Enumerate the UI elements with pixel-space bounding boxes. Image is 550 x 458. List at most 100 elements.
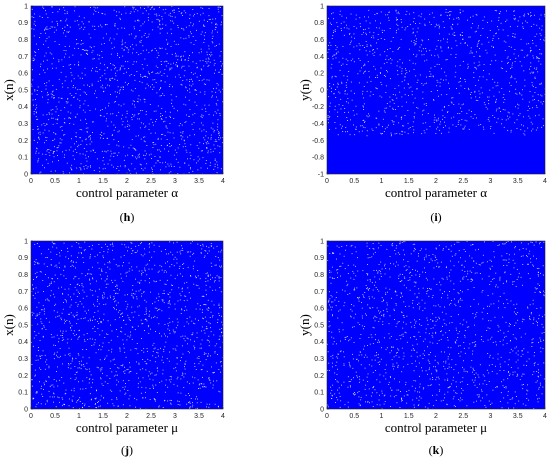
y-tick-label: 1 [24, 238, 28, 245]
y-tick-label: 0.1 [18, 155, 28, 162]
y-tick-label: 0.1 [18, 390, 28, 397]
x-axis-label: control parameter μ [385, 420, 487, 435]
panel-h: 0 0.5 1 1.5 2 2.5 3 3.5 4 0 0.1 0.2 0.3 0.4 0.5 0.6 0.7 0… [1, 3, 225, 224]
y-tick-label: 0.4 [314, 54, 324, 61]
y-tick-label: 0.6 [314, 306, 324, 313]
panel-caption: (k) [429, 443, 444, 457]
x-tick-label: 3 [173, 178, 177, 185]
x-tick-label: 4 [221, 413, 225, 420]
panel-caption: (h) [120, 210, 135, 224]
x-tick-label: 1.5 [98, 178, 108, 185]
y-tick-label: 0.7 [18, 54, 28, 61]
x-tick-label: 3.5 [194, 178, 204, 185]
y-axis-label: y(n) [297, 314, 312, 336]
y-tick-label: 0.4 [314, 339, 324, 346]
scatter-points [31, 6, 223, 174]
x-tick-label: 0.5 [50, 413, 60, 420]
x-tick-label: 1.5 [404, 178, 414, 185]
x-tick-label: 2.5 [458, 413, 468, 420]
x-tick-label: 0.5 [349, 413, 359, 420]
x-tick-label: 0 [325, 413, 329, 420]
x-tick-label: 0 [325, 178, 329, 185]
x-tick-label: 0.5 [50, 178, 60, 185]
x-tick-label: 4 [543, 413, 547, 420]
y-axis-label: x(n) [1, 314, 16, 336]
y-tick-label: -0.8 [312, 155, 324, 162]
point-gaps [31, 241, 224, 410]
x-tick-label: 3 [489, 178, 493, 185]
x-tick-label: 1 [77, 178, 81, 185]
y-tick-label: 0.2 [18, 373, 28, 380]
y-tick-label: 0.5 [18, 87, 28, 94]
x-tick-label: 2 [434, 178, 438, 185]
y-tick-label: 0.8 [314, 272, 324, 279]
y-tick-label: 1 [24, 3, 28, 10]
x-tick-label: 1.5 [404, 413, 414, 420]
x-tick-label: 3 [173, 413, 177, 420]
point-gaps [327, 9, 546, 137]
y-tick-label: -0.6 [312, 138, 324, 145]
y-axis-label: y(n) [297, 79, 312, 101]
y-tick-label: 0.5 [314, 322, 324, 329]
x-tick-label: 2.5 [146, 413, 156, 420]
y-tick-label: 0.9 [314, 255, 324, 262]
y-tick-label: 0.8 [314, 20, 324, 27]
y-tick-label: 0.7 [314, 289, 324, 296]
panel-caption: (j) [121, 443, 133, 457]
x-tick-label: 2 [434, 413, 438, 420]
y-tick-label: -0.2 [312, 104, 324, 111]
x-axis-label: control parameter μ [76, 420, 178, 435]
y-tick-label: 0.1 [314, 390, 324, 397]
y-tick-label: 0.3 [18, 356, 28, 363]
y-tick-label: 0.2 [314, 373, 324, 380]
panel-i: 0 0.5 1 1.5 2 2.5 3 3.5 4 -1 -0.8 -0.6 -0.4 -0.2 0 0.2 0… [297, 3, 547, 224]
panel-k: 0 0.5 1 1.5 2 2.5 3 3.5 4 0 0.1 0.2 0.3 0.4 0.5 0.6 0.7 0… [297, 238, 547, 457]
y-tick-label: 0.9 [18, 255, 28, 262]
y-tick-label: 0 [320, 87, 324, 94]
x-tick-label: 4 [543, 178, 547, 185]
y-tick-label: 0.5 [18, 322, 28, 329]
y-tick-label: 1 [320, 3, 324, 10]
point-gaps [31, 6, 224, 175]
x-tick-label: 1 [77, 413, 81, 420]
x-tick-label: 0 [29, 413, 33, 420]
x-tick-label: 1 [380, 413, 384, 420]
x-tick-label: 2 [125, 178, 129, 185]
x-tick-label: 1.5 [98, 413, 108, 420]
y-tick-label: 0.4 [18, 339, 28, 346]
x-tick-label: 1 [380, 178, 384, 185]
y-tick-label: 0 [24, 406, 28, 413]
panel-caption: (i) [430, 210, 441, 224]
y-tick-label: 0.6 [18, 71, 28, 78]
y-tick-label: -1 [318, 171, 324, 178]
y-tick-label: 0.6 [314, 37, 324, 44]
x-axis-label: control parameter α [385, 185, 487, 200]
x-tick-label: 3.5 [513, 178, 523, 185]
y-tick-label: 1 [320, 238, 324, 245]
scatter-points [327, 6, 545, 174]
x-tick-label: 2.5 [146, 178, 156, 185]
y-tick-label: 0.7 [18, 289, 28, 296]
y-tick-label: 0.6 [18, 306, 28, 313]
y-tick-label: -0.4 [312, 121, 324, 128]
panel-j: 0 0.5 1 1.5 2 2.5 3 3.5 4 0 0.1 0.2 0.3 0.4 0.5 0.6 0.7 0… [1, 238, 225, 457]
x-tick-label: 4 [221, 178, 225, 185]
scatter-points [327, 241, 545, 409]
y-tick-label: 0.4 [18, 104, 28, 111]
y-tick-label: 0.8 [18, 272, 28, 279]
y-tick-label: 0 [320, 406, 324, 413]
y-tick-label: 0.8 [18, 37, 28, 44]
y-tick-label: 0.9 [18, 20, 28, 27]
y-tick-label: 0.2 [314, 71, 324, 78]
x-tick-label: 2 [125, 413, 129, 420]
x-tick-label: 3.5 [513, 413, 523, 420]
y-tick-label: 0 [24, 171, 28, 178]
x-tick-label: 2.5 [458, 178, 468, 185]
x-tick-label: 3 [489, 413, 493, 420]
x-tick-label: 0 [29, 178, 33, 185]
x-tick-label: 0.5 [349, 178, 359, 185]
y-tick-label: 0.3 [18, 121, 28, 128]
y-tick-label: 0.3 [314, 356, 324, 363]
y-tick-label: 0.2 [18, 138, 28, 145]
